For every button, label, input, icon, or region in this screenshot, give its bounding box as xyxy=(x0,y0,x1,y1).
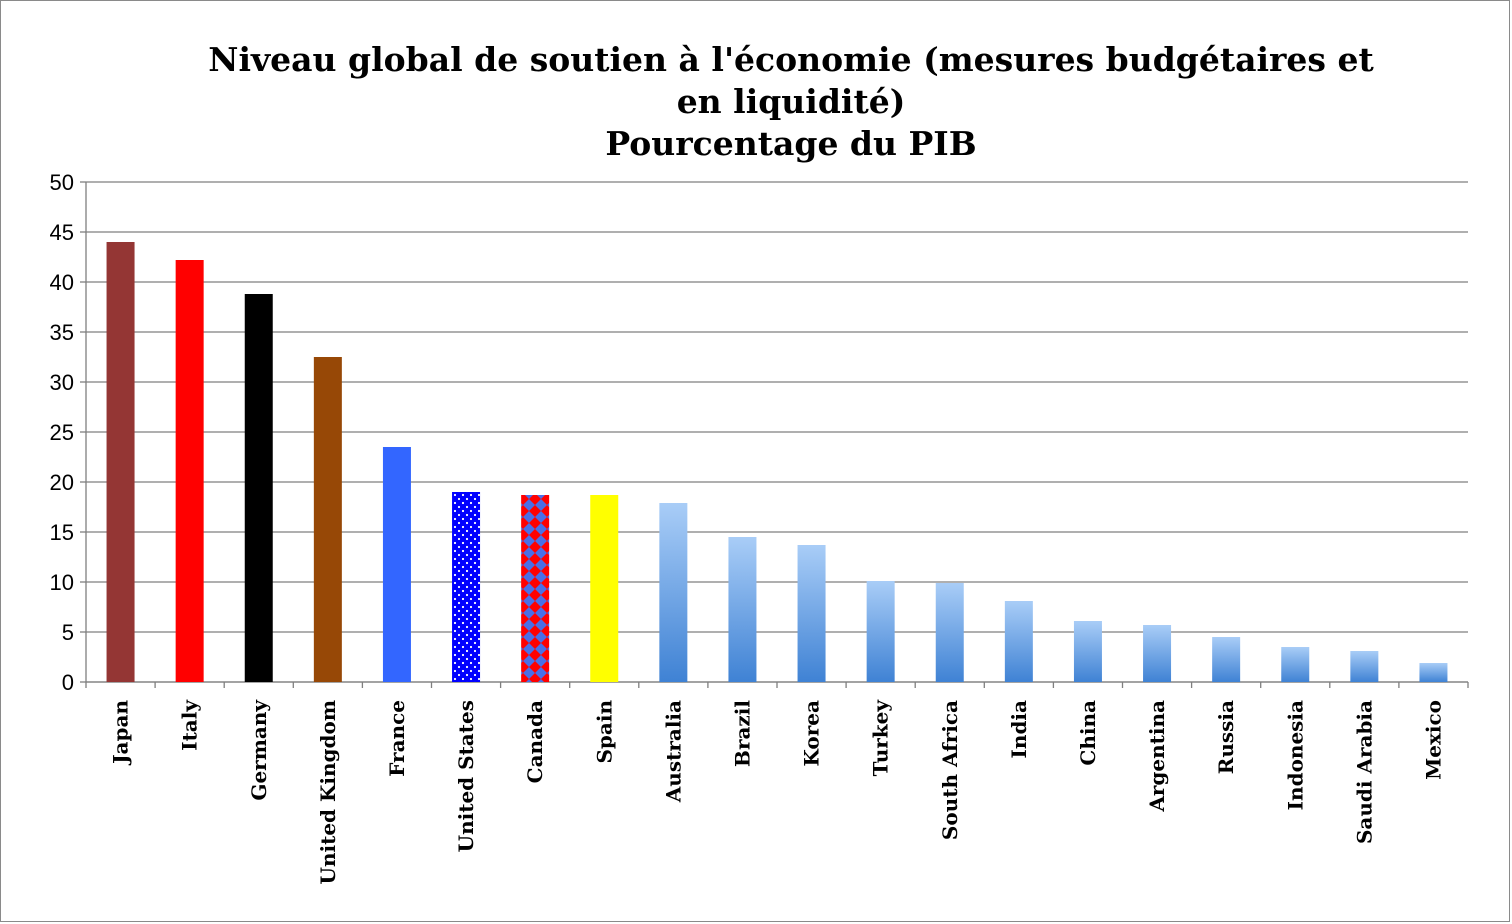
x-category-label: Spain xyxy=(592,700,616,764)
bar-italy xyxy=(175,260,204,682)
y-tick-label: 15 xyxy=(50,520,74,545)
y-tick-label: 20 xyxy=(50,470,74,495)
y-tick-label: 35 xyxy=(50,320,74,345)
bar-spain xyxy=(590,495,619,682)
x-category-label: Italy xyxy=(178,699,202,751)
bar-japan xyxy=(106,242,135,682)
x-category-label: United Kingdom xyxy=(316,700,340,884)
chart-title: Niveau global de soutien à l'économie (m… xyxy=(141,39,1441,165)
x-category-label: Mexico xyxy=(1421,700,1445,780)
y-tick-label: 40 xyxy=(50,270,74,295)
y-tick-label: 0 xyxy=(62,670,74,695)
y-tick-label: 10 xyxy=(50,570,74,595)
x-category-label: Turkey xyxy=(869,699,893,777)
bar-united-kingdom xyxy=(313,357,342,682)
bar-mexico xyxy=(1419,663,1448,682)
bar-united-states xyxy=(452,492,481,682)
x-category-label: United States xyxy=(454,700,478,852)
x-category-label: Saudi Arabia xyxy=(1352,700,1376,844)
bar-china xyxy=(1073,621,1102,682)
x-category-label: Korea xyxy=(800,700,824,767)
bar-saudi-arabia xyxy=(1350,651,1379,682)
bar-south-africa xyxy=(935,583,964,682)
y-tick-label: 50 xyxy=(50,170,74,195)
x-category-label: Indonesia xyxy=(1283,700,1307,810)
x-category-label: South Africa xyxy=(938,700,962,840)
bar-korea xyxy=(797,545,826,682)
x-category-label: France xyxy=(385,700,409,777)
x-category-label: Brazil xyxy=(730,700,754,767)
bar-indonesia xyxy=(1281,647,1310,682)
chart-title-line-2: en liquidité) xyxy=(676,82,906,121)
bar-russia xyxy=(1212,637,1241,682)
x-category-label: Japan xyxy=(109,700,133,766)
bar-australia xyxy=(659,503,688,682)
bar-turkey xyxy=(866,581,895,682)
chart-title-line-3: Pourcentage du PIB xyxy=(605,124,977,163)
bar-argentina xyxy=(1143,625,1172,682)
x-category-label: Russia xyxy=(1214,700,1238,774)
bar-india xyxy=(1004,601,1033,682)
bar-brazil xyxy=(728,537,757,682)
x-category-label: Canada xyxy=(523,700,547,783)
y-tick-label: 30 xyxy=(50,370,74,395)
chart-title-line-1: Niveau global de soutien à l'économie (m… xyxy=(208,40,1374,79)
y-tick-label: 25 xyxy=(50,420,74,445)
x-category-label: India xyxy=(1007,700,1031,758)
y-tick-label: 45 xyxy=(50,220,74,245)
bar-canada xyxy=(521,495,550,682)
bar-germany xyxy=(244,294,273,682)
x-category-label: Argentina xyxy=(1145,700,1169,813)
y-tick-label: 5 xyxy=(62,620,74,645)
x-category-label: Germany xyxy=(247,699,271,801)
x-category-label: Australia xyxy=(661,700,685,803)
bar-france xyxy=(382,447,411,682)
x-category-label: China xyxy=(1076,700,1100,766)
